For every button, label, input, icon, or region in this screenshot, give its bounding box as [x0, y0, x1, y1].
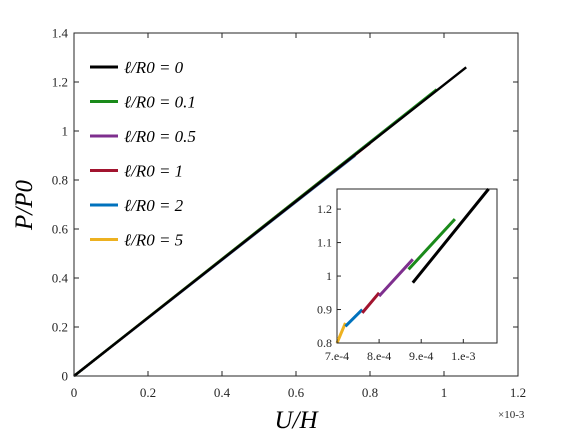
y-tick-label: 0	[62, 369, 69, 384]
x-tick-label: 1.2	[510, 385, 526, 400]
x-multiplier: ×10-3	[498, 409, 525, 421]
legend-label-3: ℓ/R0 = 1	[124, 162, 183, 181]
x-tick-label: 0.6	[288, 385, 305, 400]
inset-x-ticks: 7.e-4 8.e-4 9.e-4 1.e-3	[325, 339, 475, 363]
inset-y-ticks: 0.8 0.9 1 1.1 1.2	[317, 202, 341, 350]
main-x-ticks: 0 0.2 0.4 0.6 0.8 1 1.2	[71, 33, 526, 400]
legend-label-5: ℓ/R0 = 5	[124, 231, 183, 250]
legend-label-2: ℓ/R0 = 0.5	[124, 127, 196, 146]
inset-y-tick-label: 0.8	[317, 336, 332, 350]
main-y-ticks: 0 0.2 0.4 0.6 0.8 1 1.2 1.4	[52, 26, 518, 384]
y-axis-label: P/P0	[11, 180, 38, 231]
series-line-0	[73, 66, 467, 377]
legend-label-0: ℓ/R0 = 0	[124, 58, 184, 77]
inset-segment-3	[377, 258, 414, 298]
inset-y-tick-label: 1.1	[317, 236, 332, 250]
inset-x-tick-label: 8.e-4	[367, 349, 391, 363]
x-tick-label: 1	[441, 385, 448, 400]
x-tick-label: 0	[71, 385, 78, 400]
x-tick-label: 0.2	[140, 385, 156, 400]
y-tick-label: 0.6	[52, 222, 69, 237]
y-tick-label: 1	[62, 124, 69, 139]
inset-y-tick-label: 1.2	[317, 202, 332, 216]
inset-y-tick-label: 1	[326, 269, 332, 283]
inset-series-group	[335, 188, 490, 344]
x-tick-label: 0.4	[214, 385, 231, 400]
inset-segment-1	[344, 308, 364, 328]
inset-segment-0	[335, 322, 347, 344]
y-tick-label: 1.2	[52, 75, 68, 90]
inset-segment-5	[411, 188, 490, 284]
legend-label-1: ℓ/R0 = 0.1	[124, 93, 196, 112]
x-tick-label: 0.8	[362, 385, 378, 400]
y-tick-label: 0.2	[52, 320, 68, 335]
inset-segment-2	[361, 291, 381, 314]
inset-x-tick-label: 7.e-4	[325, 349, 349, 363]
legend: ℓ/R0 = 0 ℓ/R0 = 0.1 ℓ/R0 = 0.5 ℓ/R0 = 1 ℓ/R0…	[90, 58, 196, 250]
inset-x-tick-label: 9.e-4	[409, 349, 433, 363]
main-series-group	[73, 66, 467, 377]
y-tick-label: 0.4	[52, 271, 69, 286]
inset-plot-area	[336, 188, 498, 344]
inset-x-tick-label: 1.e-3	[451, 349, 475, 363]
inset-plot: 7.e-4 8.e-4 9.e-4 1.e-3 0.8 0.9 1 1.1 1.2	[317, 188, 498, 363]
y-tick-label: 0.8	[52, 173, 68, 188]
legend-label-4: ℓ/R0 = 2	[124, 196, 184, 215]
y-tick-label: 1.4	[52, 26, 69, 41]
inset-y-tick-label: 0.9	[317, 303, 332, 317]
x-axis-label: U/H	[274, 407, 319, 434]
inset-segment-4	[407, 218, 456, 271]
